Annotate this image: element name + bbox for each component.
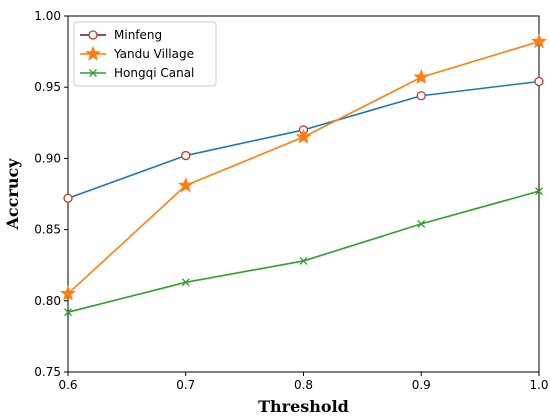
y-tick-label: 1.00 bbox=[34, 9, 61, 23]
data-point-minfeng bbox=[534, 76, 544, 87]
data-point-yandu-village bbox=[177, 177, 194, 193]
data-point-hongqi-canal bbox=[64, 308, 72, 317]
legend-marker-yandu-village bbox=[85, 45, 101, 61]
data-point-hongqi-canal bbox=[417, 219, 426, 228]
legend-marker-hongqi-canal bbox=[89, 69, 97, 77]
x-tick-label: 0.8 bbox=[294, 378, 313, 392]
data-point-minfeng bbox=[181, 150, 191, 161]
series-yandu-village bbox=[60, 33, 547, 301]
legend-entry-hongqi-canal: Hongqi Canal bbox=[80, 66, 194, 80]
legend-entry-yandu-village: Yandu Village bbox=[80, 45, 194, 61]
x-tick-label: 0.7 bbox=[176, 378, 195, 392]
x-tick-label: 0.6 bbox=[58, 378, 77, 392]
data-point-yandu-village bbox=[295, 128, 312, 144]
legend-marker-minfeng bbox=[88, 30, 98, 40]
legend-entry-minfeng: Minfeng bbox=[80, 28, 162, 42]
legend-box bbox=[73, 21, 217, 87]
y-axis-title: Accrucy bbox=[3, 158, 22, 231]
x-tick-label: 0.9 bbox=[412, 378, 431, 392]
series-line-hongqi-canal bbox=[67, 190, 540, 313]
data-point-yandu-village bbox=[60, 285, 76, 301]
data-point-minfeng bbox=[63, 193, 73, 203]
y-tick-label: 0.80 bbox=[34, 294, 61, 308]
data-point-minfeng bbox=[416, 91, 426, 101]
data-point-hongqi-canal bbox=[181, 278, 190, 287]
legend-label-minfeng: Minfeng bbox=[114, 28, 162, 42]
y-tick-label: 0.95 bbox=[34, 80, 61, 94]
legend-label-yandu-village: Yandu Village bbox=[113, 47, 194, 61]
y-tick-label: 0.85 bbox=[34, 223, 61, 237]
data-point-hongqi-canal bbox=[535, 187, 543, 196]
legend-label-hongqi-canal: Hongqi Canal bbox=[114, 66, 194, 80]
data-point-yandu-village bbox=[413, 68, 430, 84]
x-tick-label: 1.0 bbox=[529, 378, 548, 392]
x-axis-title: Threshold bbox=[258, 397, 349, 416]
series-hongqi-canal bbox=[64, 187, 543, 317]
y-tick-label: 0.90 bbox=[34, 151, 61, 165]
data-point-yandu-village bbox=[531, 33, 547, 49]
data-point-hongqi-canal bbox=[299, 256, 308, 265]
y-tick-label: 0.75 bbox=[34, 365, 61, 379]
